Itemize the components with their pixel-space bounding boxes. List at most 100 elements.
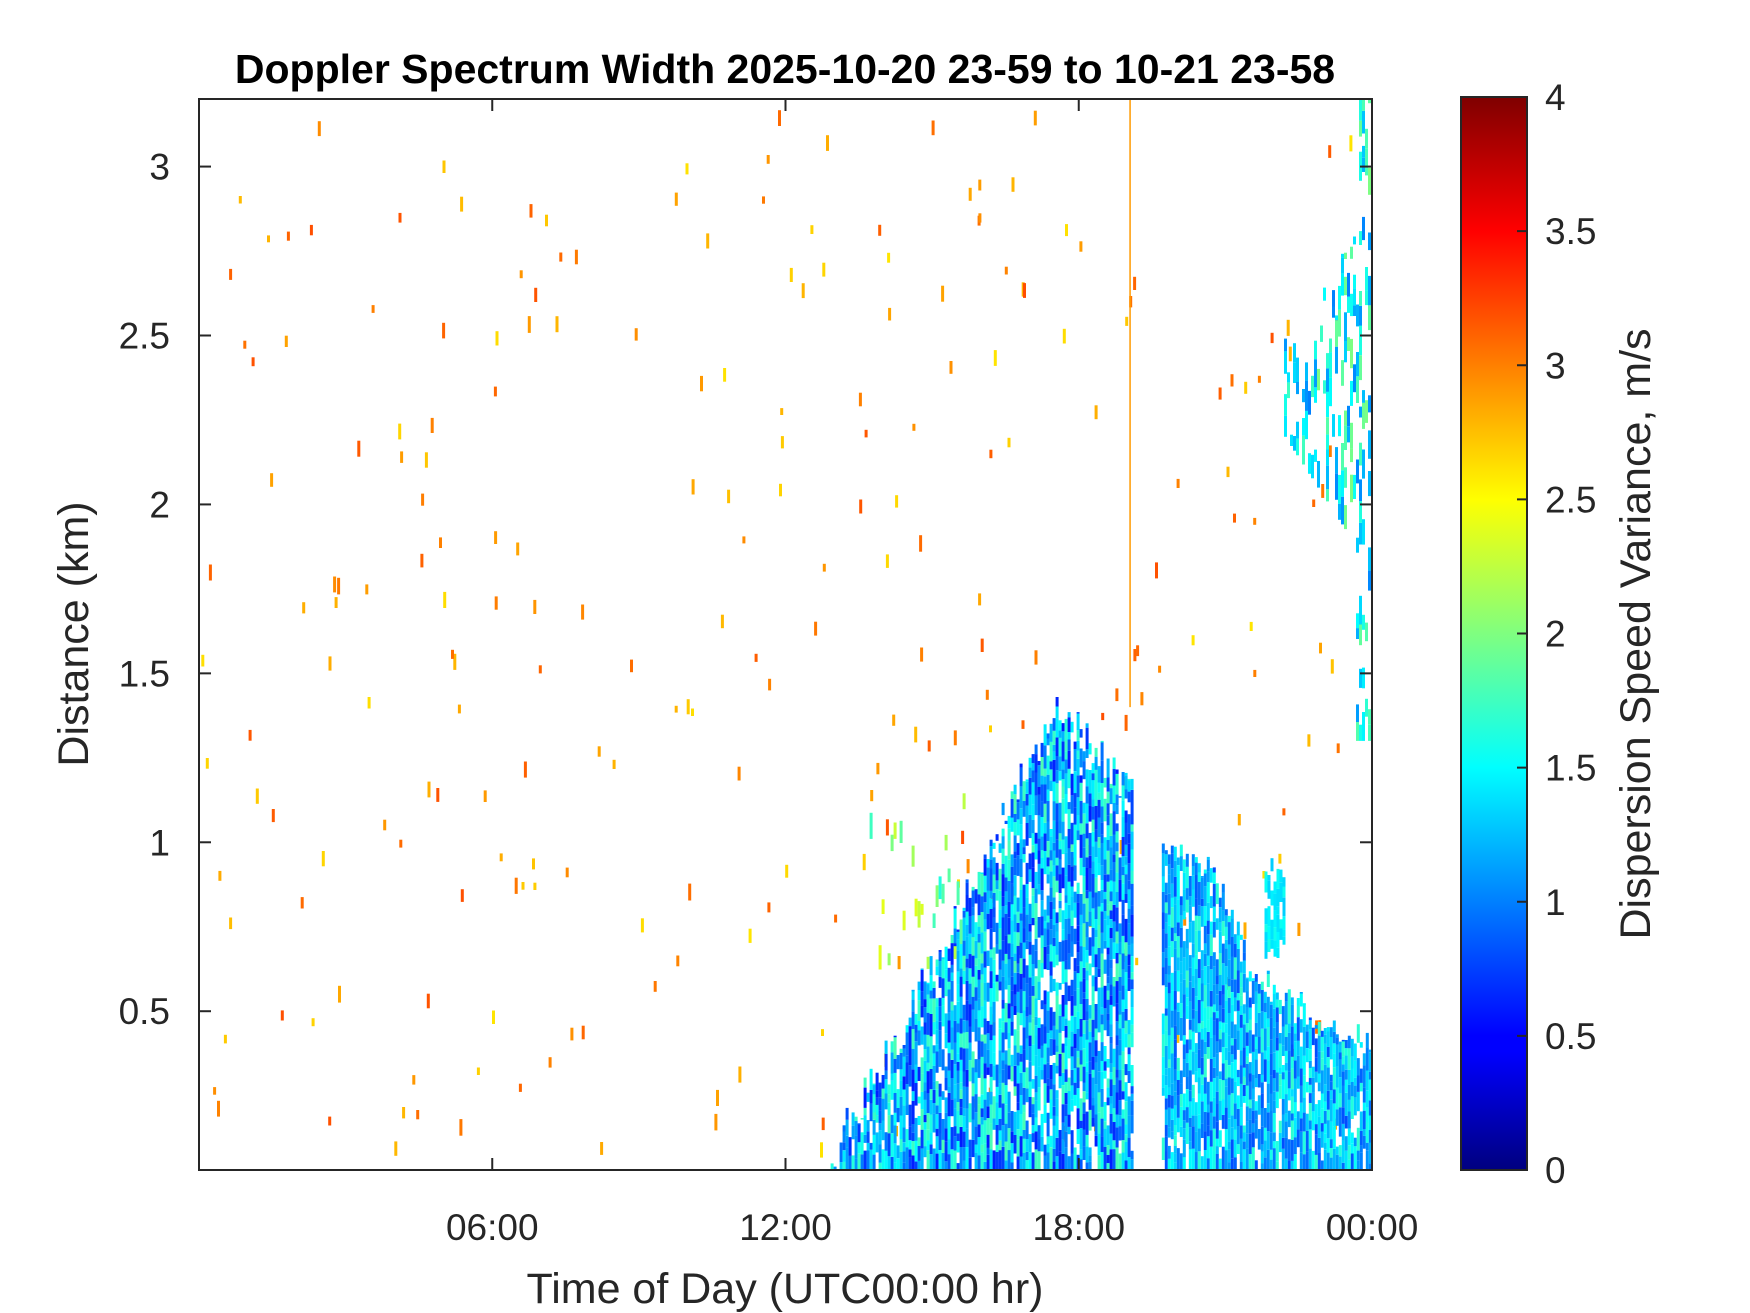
echo-cell [1179, 896, 1183, 906]
echo-cell [944, 1033, 948, 1049]
echo-cell [968, 1042, 972, 1061]
echo-cell [911, 1029, 915, 1049]
echo-cell [1239, 972, 1243, 988]
echo-cell [1206, 1032, 1210, 1047]
echo-cell [977, 1155, 981, 1170]
echo-cell [1016, 1129, 1020, 1140]
echo-cell [1079, 1120, 1083, 1129]
echo-cell [1022, 928, 1026, 943]
echo-cell [1115, 1035, 1119, 1046]
echo-cell [1299, 992, 1303, 1007]
echo-cell [917, 990, 921, 1001]
echo-cell [1007, 901, 1011, 918]
echo-cell [920, 1129, 924, 1149]
echo-cell [1215, 1153, 1219, 1170]
echo-cell [1350, 380, 1353, 406]
echo-cell [1314, 1025, 1318, 1029]
echo-cell [1359, 442, 1362, 466]
echo-cell [938, 1030, 942, 1050]
echo-cell [1106, 904, 1110, 916]
echo-cell [1275, 1161, 1279, 1170]
echo-cell [1245, 1032, 1249, 1046]
echo-cell [1362, 519, 1365, 545]
echo-cell [1365, 1048, 1369, 1071]
echo-cell [1061, 1153, 1065, 1170]
echo-cell [962, 910, 966, 918]
echo-cell [1112, 854, 1116, 862]
x-axis-ticks: 06:00 12:00 18:00 00:00 [446, 99, 1418, 1248]
echo-cell [1218, 1039, 1222, 1053]
echo-cell [1293, 1102, 1297, 1118]
echo-cell [872, 1154, 876, 1170]
echo-cell [1025, 1151, 1029, 1161]
echo-cell [992, 1065, 996, 1081]
echo-cell [1103, 959, 1107, 974]
echo-cell [1368, 1163, 1372, 1170]
echo-cell [1209, 991, 1213, 1007]
echo-cell [1359, 1042, 1363, 1048]
echo-cell [980, 872, 984, 874]
echo-cell [980, 1124, 984, 1145]
echo-cell [1179, 1083, 1183, 1095]
echo-cell [1200, 1123, 1204, 1138]
echo-cell [920, 991, 924, 1006]
echo-cell [878, 1097, 882, 1111]
echo-cell [1212, 1097, 1216, 1117]
echo-cell [1233, 1139, 1237, 1158]
echo-cell [953, 908, 957, 929]
echo-cell [1097, 847, 1101, 864]
echo-cell [1076, 1050, 1080, 1058]
echo-cell [1167, 925, 1171, 938]
echo-cell [1365, 1142, 1369, 1151]
echo-cell [977, 979, 981, 999]
echo-cell [1130, 849, 1134, 871]
echo-cell [1221, 921, 1225, 936]
echo-cell [1127, 843, 1131, 864]
echo-cell [1197, 1049, 1201, 1068]
echo-cell [1281, 1114, 1285, 1138]
echo-cell [1058, 900, 1062, 909]
noise-speck [460, 196, 464, 212]
echo-cell [1302, 1055, 1306, 1076]
echo-cell [1085, 1134, 1089, 1147]
echo-cell [1197, 1000, 1201, 1024]
echo-cell [1317, 1153, 1321, 1170]
echo-cell [1016, 945, 1020, 964]
echo-cell [1323, 1123, 1327, 1134]
echo-cell [1124, 1020, 1128, 1034]
echo-cell [1070, 773, 1074, 796]
echo-cell [1230, 1038, 1234, 1046]
echo-cell [926, 1034, 930, 1047]
echo-cell [1263, 1059, 1267, 1082]
echo-cell [1037, 1066, 1041, 1088]
echo-cell [1227, 915, 1231, 922]
echo-cell [1103, 1147, 1107, 1170]
echo-cell [1185, 1089, 1189, 1108]
echo-cell [980, 1144, 984, 1153]
noise-speck [1336, 743, 1340, 754]
echo-cell [977, 1027, 981, 1041]
echo-cell [971, 1096, 975, 1120]
echo-cell [1164, 1151, 1168, 1170]
echo-cell [1094, 967, 1098, 977]
echo-cell [998, 890, 1002, 910]
echo-cell [1106, 1097, 1110, 1106]
echo-cell [1130, 1115, 1134, 1134]
echo-cell [1272, 1078, 1276, 1092]
echo-cell [1094, 1104, 1098, 1115]
echo-cell [1040, 858, 1044, 869]
echo-cell [1341, 1085, 1345, 1108]
echo-cell [1013, 784, 1017, 795]
echo-cell [1016, 1065, 1020, 1084]
echo-cell [1161, 1087, 1165, 1096]
echo-cell [1094, 937, 1098, 955]
noise-speck [785, 864, 789, 878]
echo-cell [1206, 1158, 1210, 1170]
echo-cell [851, 1112, 855, 1126]
noise-speck [1191, 635, 1195, 646]
echo-cell [1326, 1057, 1330, 1068]
echo-cell [1267, 875, 1271, 881]
echo-cell [1356, 1160, 1360, 1170]
echo-cell [935, 1128, 939, 1137]
echo-cell [1338, 474, 1341, 504]
